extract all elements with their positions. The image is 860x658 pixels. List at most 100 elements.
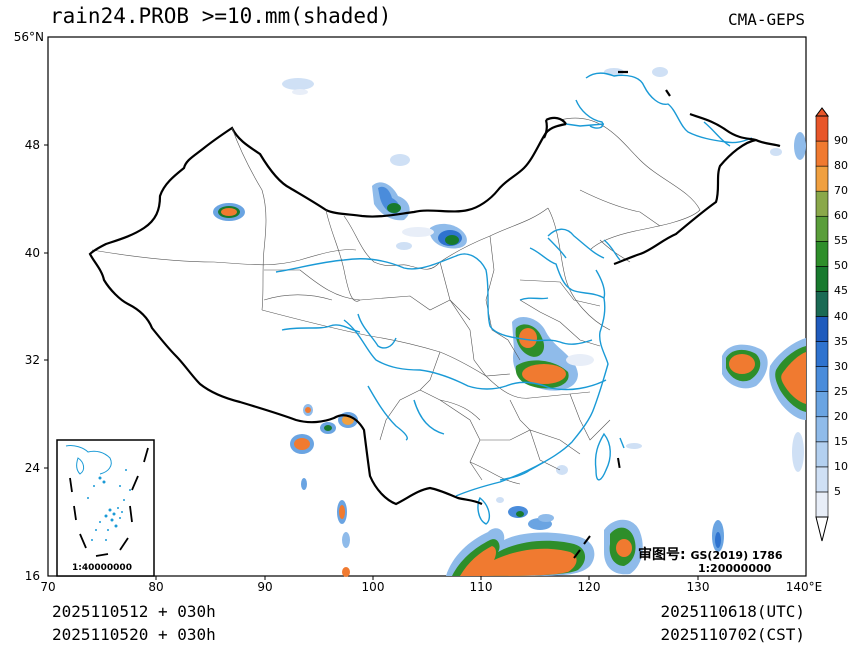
- precip-area: [339, 505, 345, 519]
- init-time-cst: 2025110520 + 030h: [52, 625, 216, 644]
- precip-area: [538, 514, 554, 522]
- river: [343, 319, 607, 391]
- coastline: [547, 228, 605, 259]
- y-tick-label: 32: [24, 353, 40, 367]
- colorbar-label: 15: [834, 434, 848, 448]
- approval-label: 审图号:: [638, 547, 686, 563]
- approval-number: 审图号: GS(2019) 1786: [638, 544, 783, 564]
- valid-time-utc: 2025110618(UTC): [660, 602, 806, 621]
- hainan: [477, 496, 491, 525]
- precip-area: [794, 132, 806, 160]
- river: [519, 297, 549, 301]
- colorbar-label: 10: [834, 459, 848, 473]
- valid-time-cst: 2025110702(CST): [660, 625, 806, 644]
- national-boundary: [543, 116, 567, 139]
- maritime-boundary-segment: [573, 549, 581, 559]
- river: [547, 237, 567, 259]
- precip-area: [626, 443, 642, 449]
- precip-area: [292, 89, 308, 95]
- precip-area: [566, 354, 594, 366]
- precip-area: [324, 425, 332, 431]
- province-boundary: [439, 399, 481, 421]
- chart-title: rain24.PROB >=10.mm(shaded): [50, 4, 392, 28]
- y-tick-label: 48: [24, 138, 40, 152]
- maritime-boundary-segment: [583, 535, 591, 545]
- precip-area: [342, 532, 350, 548]
- x-tick-label: 70: [40, 580, 56, 594]
- colorbar-label: 90: [834, 134, 848, 148]
- province-boundary: [379, 351, 441, 441]
- province-boundary: [569, 393, 611, 441]
- province-boundary: [439, 261, 511, 377]
- colorbar-segment: [815, 466, 829, 493]
- national-boundary: [88, 70, 781, 506]
- colorbar-segment: [815, 491, 829, 518]
- colorbar-segment: [815, 291, 829, 317]
- river: [367, 385, 408, 441]
- river: [275, 253, 593, 345]
- colorbar: [815, 107, 829, 542]
- province-boundary: [547, 207, 611, 331]
- river: [565, 123, 605, 127]
- map-frame: [47, 36, 807, 577]
- inset-coastline: [65, 445, 112, 475]
- province-boundary: [519, 279, 601, 307]
- river: [603, 239, 621, 261]
- coastline: [529, 247, 605, 299]
- taiwan: [594, 432, 611, 481]
- y-tick-label: 56°N: [13, 30, 44, 44]
- precip-area: [522, 364, 566, 384]
- precip-area: [781, 352, 806, 404]
- maritime-boundary: [573, 457, 621, 559]
- map-scale: 1:20000000: [698, 562, 772, 575]
- river: [281, 324, 361, 333]
- colorbar-label: 30: [834, 359, 848, 373]
- colorbar-segment: [815, 241, 829, 267]
- y-tick-label: 16: [24, 569, 40, 583]
- x-tick-label: 120: [577, 580, 601, 594]
- colorbar-segment: [815, 416, 829, 443]
- river: [619, 437, 625, 449]
- colorbar-segment: [815, 165, 829, 192]
- colorbar-segment: [815, 316, 829, 342]
- approval-code: GS(2019) 1786: [690, 549, 783, 562]
- colorbar-label: 55: [834, 234, 848, 248]
- colorbar-segment: [815, 115, 829, 142]
- colorbar-segment: [815, 215, 829, 242]
- precip-shading: [213, 67, 806, 577]
- x-tick-label: 140°E: [785, 580, 823, 594]
- y-tick-label: 40: [24, 246, 40, 260]
- precip-area: [342, 567, 350, 577]
- colorbar-segment: [815, 190, 829, 217]
- x-tick-label: 90: [257, 580, 273, 594]
- colorbar-segment: [815, 140, 829, 167]
- precip-area: [792, 432, 804, 472]
- colorbar-label: 25: [834, 384, 848, 398]
- precip-area: [556, 465, 568, 475]
- colorbar-segment: [815, 441, 829, 468]
- province-boundary: [419, 389, 483, 481]
- colorbar-segment: [815, 391, 829, 418]
- rivers-coastline: [275, 72, 753, 525]
- precip-area: [519, 328, 537, 348]
- precip-area: [616, 539, 632, 557]
- colorbar-label: 40: [834, 309, 848, 323]
- precip-area: [496, 497, 504, 503]
- inset-dash-line: [69, 447, 149, 557]
- x-tick-label: 80: [148, 580, 164, 594]
- precip-area: [294, 438, 310, 450]
- precip-area: [729, 354, 755, 374]
- colorbar-label: 35: [834, 334, 848, 348]
- province-boundary: [263, 294, 333, 301]
- river: [357, 313, 397, 349]
- inset-islands: [87, 469, 131, 541]
- axis-ticks: [44, 144, 699, 580]
- province-boundary: [439, 351, 591, 399]
- precip-area: [516, 511, 524, 517]
- precip-area: [387, 203, 401, 213]
- coastline: [499, 269, 609, 481]
- colorbar-label: 45: [834, 284, 848, 298]
- precip-area: [221, 208, 237, 216]
- precip-area: [770, 148, 782, 156]
